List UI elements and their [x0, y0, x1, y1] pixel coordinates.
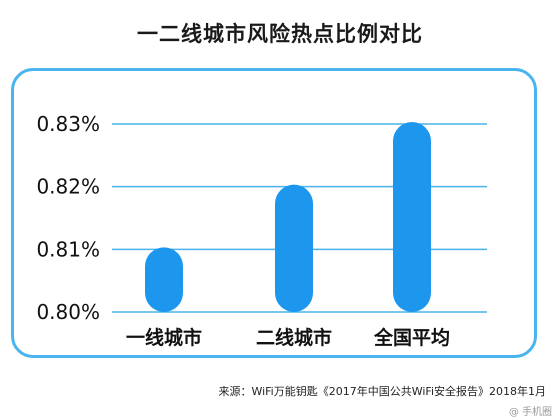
bar [275, 184, 313, 312]
x-category-label: 全国平均 [373, 326, 450, 349]
chart-panel [11, 68, 537, 358]
y-tick-label: 0.83% [36, 112, 100, 136]
y-tick-label: 0.80% [36, 300, 100, 324]
y-tick-label: 0.81% [36, 237, 100, 261]
x-category-label: 二线城市 [256, 326, 332, 349]
bar [393, 122, 431, 312]
chart-title: 一二线城市风险热点比例对比 [137, 22, 423, 46]
watermark: @ 手机圈 [508, 407, 552, 418]
bar [145, 247, 183, 312]
x-category-label: 一线城市 [126, 326, 202, 349]
source-note: 来源：WiFi万能钥匙《2017年中国公共WiFi安全报告》2018年1月 [218, 385, 546, 398]
y-tick-label: 0.82% [36, 175, 100, 199]
